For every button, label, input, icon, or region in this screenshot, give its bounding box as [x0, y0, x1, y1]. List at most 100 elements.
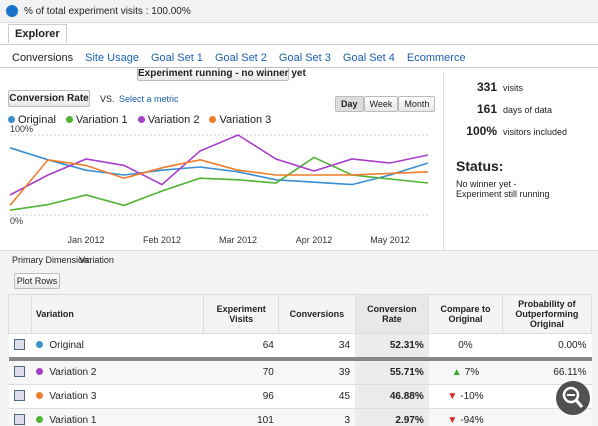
cell: ▲ 7%: [428, 359, 503, 385]
series-line: [9, 147, 429, 186]
x-tick-label: Feb 2012: [143, 235, 181, 245]
x-tick-label: May 2012: [370, 235, 410, 245]
checkbox[interactable]: [14, 338, 26, 350]
check-header: [8, 294, 32, 334]
cell-text: Original: [49, 340, 84, 351]
y-tick-label: 100%: [10, 125, 33, 134]
legend-label: Original: [18, 114, 56, 126]
cell-text: -10%: [460, 391, 484, 402]
checkbox-cell: [8, 359, 32, 385]
cell-text: 101: [257, 415, 274, 426]
series-line: [9, 156, 429, 211]
cell: 70: [203, 359, 279, 385]
cell: 3: [278, 408, 356, 426]
nav-link[interactable]: Conversions: [12, 52, 74, 64]
zoom-icon[interactable]: [555, 380, 591, 416]
cell-text: -94%: [460, 415, 484, 426]
stat-label: days of data: [503, 105, 553, 115]
table-row: Original 64 34 52.31% 0% 0.00%: [8, 333, 592, 360]
vs: VS.: [100, 94, 115, 104]
column-header[interactable]: Conversions: [278, 294, 356, 334]
column-header[interactable]: Experiment Visits: [203, 294, 280, 334]
nav-link[interactable]: Ecommerce: [406, 52, 466, 64]
cell: Variation 1: [31, 408, 204, 426]
period-button[interactable]: Day: [335, 96, 364, 112]
cell: ▼ -10%: [428, 384, 503, 409]
nav-link[interactable]: Goal Set 3: [278, 52, 331, 64]
cell: Variation 3: [31, 384, 204, 409]
pie-icon: [6, 5, 18, 17]
cell: 96: [203, 384, 279, 409]
checkbox[interactable]: [14, 413, 26, 425]
header-text: % of total experiment visits : 100.00%: [24, 6, 191, 17]
column-header[interactable]: Probability of Outperforming Original: [501, 294, 593, 334]
nav-link[interactable]: Goal Set 2: [214, 52, 267, 64]
nav-link[interactable]: Goal Set 4: [342, 52, 395, 64]
tab-line: [0, 44, 598, 45]
cell-text: 46.88%: [389, 391, 424, 402]
banner: Experiment running - no winner yet: [137, 67, 306, 81]
cell-text: 0.00%: [558, 340, 587, 351]
row-dot: [36, 416, 44, 423]
table-row: Variation 2 70 39 55.71% ▲ 7% 66.11%: [8, 359, 592, 385]
dimension-value: Variation: [79, 255, 114, 265]
chart: 0% 100% Jan 2012 Feb 2012 Mar 2012 Apr 2012 Ma…: [9, 125, 429, 245]
period-button[interactable]: Week: [363, 96, 399, 112]
column-header[interactable]: Variation: [30, 294, 205, 334]
cell: 39: [278, 359, 356, 385]
trend-arrow: ▼: [447, 415, 458, 426]
nav-link[interactable]: Goal Set 1: [150, 52, 203, 64]
metric-select[interactable]: Conversion Rate: [8, 90, 90, 107]
cell-text: 55.71%: [389, 367, 424, 378]
tab[interactable]: Explorer: [8, 24, 67, 43]
cell: 64: [203, 333, 279, 360]
cell-text: Variation 1: [49, 415, 97, 426]
legend-label: Variation 1: [75, 114, 128, 126]
cell-text: Variation 2: [49, 367, 97, 378]
column-header[interactable]: Conversion Rate: [354, 294, 430, 334]
table-row: Variation 1 101 3 2.97% ▼ -94%: [8, 408, 592, 426]
series-line: [9, 134, 429, 196]
period-button[interactable]: Month: [398, 96, 436, 112]
row-dot: [36, 341, 44, 348]
x-tick-label: Jan 2012: [67, 235, 104, 245]
nav-link[interactable]: Site Usage: [85, 52, 139, 64]
legend-label: Variation 2: [147, 114, 200, 126]
cell: Original: [31, 333, 204, 360]
cell-text: 34: [338, 340, 351, 351]
row-dot: [36, 392, 44, 399]
table: Variation Experiment Visits Conversions Con…: [8, 294, 593, 426]
cell: 0.00%: [502, 333, 592, 360]
status-text: No winner yet - Experiment still running: [456, 179, 550, 199]
nav-line: [0, 67, 598, 68]
checkbox-cell: [8, 333, 32, 360]
cell-text: 7%: [464, 367, 480, 378]
checkbox-cell: [8, 384, 32, 409]
column-header[interactable]: Compare to Original: [428, 294, 503, 334]
legend-dot: [8, 116, 15, 123]
legend: Original Variation 1 Variation 2 Variation …: [8, 114, 281, 126]
stat-value: 100%: [466, 124, 497, 138]
legend-item: Variation 1: [65, 114, 128, 126]
stat: 331 visits: [455, 80, 567, 94]
cell: 0%: [428, 333, 503, 360]
legend-dot: [209, 116, 217, 123]
checkbox[interactable]: [14, 365, 26, 377]
row-dot: [36, 368, 44, 375]
y-tick-label: 0%: [10, 216, 23, 226]
header-row: Variation Experiment Visits Conversions Con…: [8, 294, 593, 334]
header-bar: [0, 0, 598, 23]
x-tick-label: Apr 2012: [296, 235, 333, 245]
cell: 34: [278, 333, 356, 360]
cell-text: 70: [262, 367, 274, 378]
checkbox[interactable]: [14, 389, 26, 401]
stats: 331 visits 161 days of data 100% visitors inc…: [455, 80, 567, 146]
legend-label: Variation 3: [219, 114, 272, 126]
table-row: Variation 3 96 45 46.88% ▼ -10%: [8, 384, 592, 409]
plot-rows[interactable]: Plot Rows: [14, 273, 60, 289]
cell-text: 3: [344, 415, 351, 426]
legend-dot: [65, 116, 73, 123]
select-metric[interactable]: Select a metric: [119, 94, 179, 104]
stat-label: visitors included: [503, 127, 568, 137]
legend-item: Variation 3: [209, 114, 271, 126]
